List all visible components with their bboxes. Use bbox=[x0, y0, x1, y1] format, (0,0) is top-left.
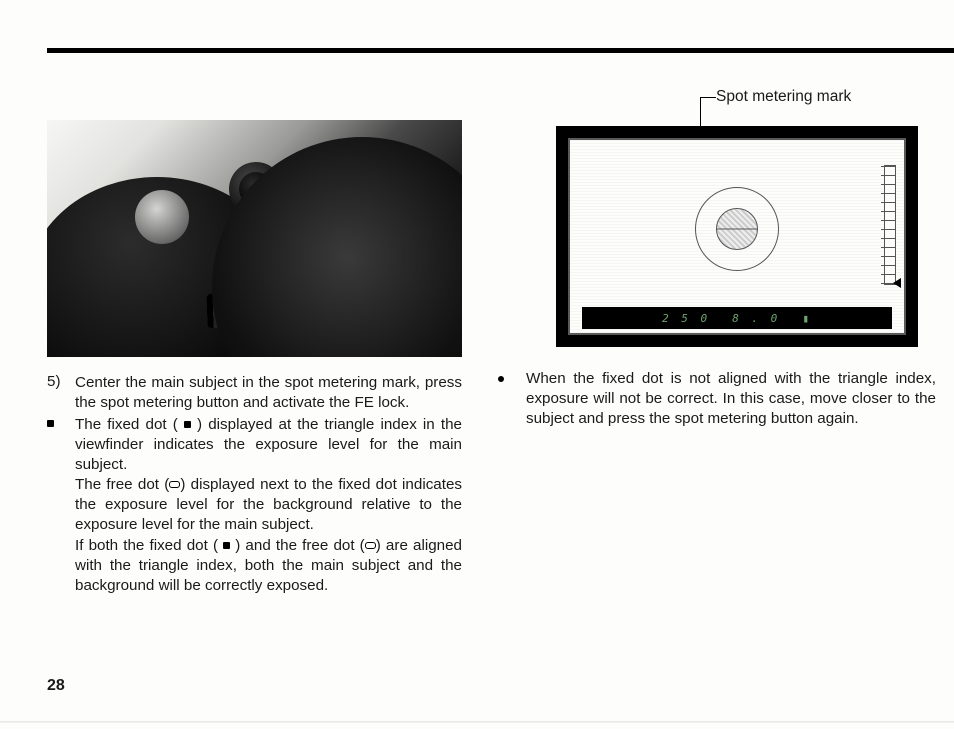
viewfinder-frame: 2 5 0 8 . 0 ▮ bbox=[568, 138, 906, 335]
camera-photo bbox=[47, 120, 462, 357]
list-item-square: The fixed dot ( ) displayed at the trian… bbox=[47, 415, 462, 596]
right-bullet-body: When the fixed dot is not aligned with t… bbox=[526, 369, 936, 429]
right-bullet-row: When the fixed dot is not aligned with t… bbox=[498, 369, 936, 429]
viewfinder-lcd: 2 5 0 8 . 0 ▮ bbox=[582, 307, 892, 329]
both-dots-b: ) and the free dot ( bbox=[230, 537, 365, 554]
exposure-scale bbox=[884, 165, 896, 285]
lcd-indicator: ▮ bbox=[802, 312, 812, 325]
list-marker-5: 5) bbox=[47, 373, 75, 413]
free-dot-text-a: The free dot ( bbox=[75, 476, 169, 493]
lcd-aperture: 8 . 0 bbox=[732, 312, 780, 325]
free-dot-icon-2 bbox=[365, 542, 376, 549]
page-number: 28 bbox=[47, 677, 65, 695]
bullet-dot-icon bbox=[498, 376, 504, 382]
fixed-dot-text-a: The fixed dot ( bbox=[75, 416, 184, 433]
list-item-5: 5) Center the main subject in the spot m… bbox=[47, 373, 462, 413]
split-prism-line bbox=[716, 228, 758, 229]
list-body-square: The fixed dot ( ) displayed at the trian… bbox=[75, 415, 462, 596]
free-dot-icon bbox=[169, 481, 180, 488]
top-horizontal-rule bbox=[47, 48, 954, 53]
bullet-marker bbox=[498, 369, 526, 429]
triangle-index-icon bbox=[893, 278, 901, 288]
bottom-dashes bbox=[494, 723, 854, 725]
square-bullet-icon bbox=[47, 420, 54, 427]
right-column: 2 5 0 8 . 0 ▮ When the fixed dot is not … bbox=[498, 88, 936, 431]
both-dots-a: If both the fixed dot ( bbox=[75, 537, 223, 554]
left-column: 5) Center the main subject in the spot m… bbox=[47, 120, 462, 598]
list-body-5: Center the main subject in the spot mete… bbox=[75, 373, 462, 413]
list-marker-square bbox=[47, 415, 75, 596]
fixed-dot-icon bbox=[184, 421, 191, 428]
viewfinder-diagram: 2 5 0 8 . 0 ▮ bbox=[556, 126, 918, 347]
lcd-shutter: 2 5 0 bbox=[662, 312, 710, 325]
left-text: 5) Center the main subject in the spot m… bbox=[47, 373, 462, 596]
right-text: When the fixed dot is not aligned with t… bbox=[498, 369, 936, 429]
